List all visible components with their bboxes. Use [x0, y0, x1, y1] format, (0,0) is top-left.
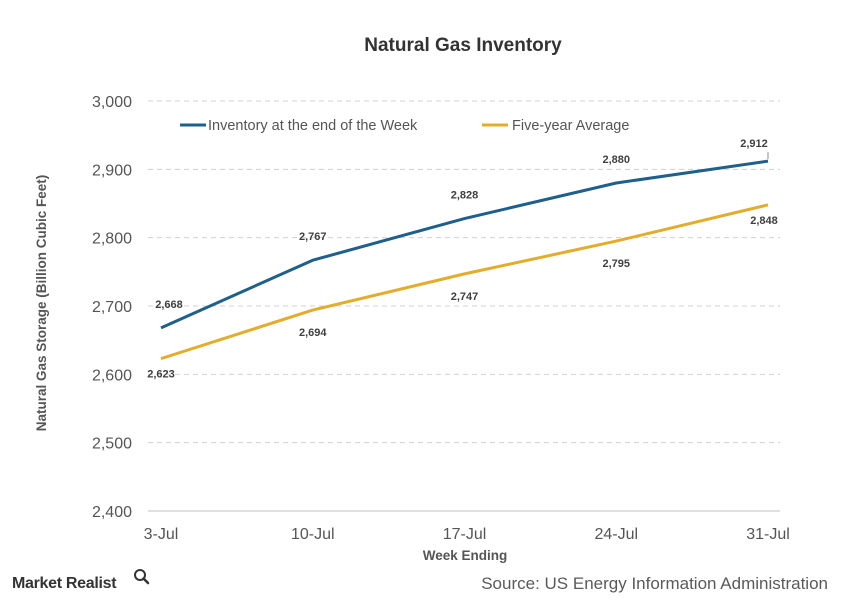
magnifier-icon [134, 569, 150, 585]
y-tick-label: 2,800 [92, 231, 132, 248]
x-axis-title: Week Ending [423, 548, 508, 563]
y-tick-label: 2,900 [92, 162, 132, 179]
series-line [160, 159, 769, 330]
data-labels: 2,668 2,767 2,828 2,880 2,912 2,623 2,694 2,747… [147, 138, 778, 380]
x-tick-label: 10-Jul [291, 526, 335, 543]
brand-logo: Market Realist [12, 569, 150, 592]
data-label: 2,767 [299, 231, 327, 243]
y-axis-ticks: 2,400 2,500 2,600 2,700 2,800 2,900 3,000 [92, 94, 132, 521]
legend-label: Inventory at the end of the Week [208, 118, 418, 134]
x-tick-label: 31-Jul [746, 526, 790, 543]
x-axis-ticks: 3-Jul 10-Jul 17-Jul 24-Jul 31-Jul [144, 526, 790, 543]
data-label: 2,880 [602, 154, 630, 166]
y-tick-label: 3,000 [92, 94, 132, 111]
data-label: 2,623 [147, 369, 175, 381]
legend: Inventory at the end of the Week Five-yea… [180, 118, 629, 134]
data-label: 2,747 [451, 291, 479, 303]
x-tick-label: 3-Jul [144, 526, 179, 543]
series-line [160, 203, 769, 361]
data-label: 2,795 [602, 258, 630, 270]
x-tick-label: 17-Jul [443, 526, 487, 543]
brand-name: Market Realist [12, 575, 117, 592]
data-label: 2,912 [740, 138, 768, 150]
y-tick-label: 2,500 [92, 436, 132, 453]
y-tick-label: 2,400 [92, 504, 132, 521]
y-tick-label: 2,700 [92, 299, 132, 316]
x-tick-label: 24-Jul [594, 526, 638, 543]
data-label: 2,694 [299, 327, 327, 339]
data-label: 2,668 [155, 299, 183, 311]
y-tick-label: 2,600 [92, 367, 132, 384]
gridlines [148, 100, 780, 444]
data-label: 2,828 [451, 190, 479, 202]
chart-title: Natural Gas Inventory [364, 35, 562, 56]
series-lines [160, 159, 769, 361]
data-label: 2,848 [750, 215, 778, 227]
y-axis-title: Natural Gas Storage (Billion Cubic Feet) [34, 175, 49, 432]
legend-label: Five-year Average [512, 118, 629, 134]
source-note: Source: US Energy Information Administra… [481, 574, 828, 593]
